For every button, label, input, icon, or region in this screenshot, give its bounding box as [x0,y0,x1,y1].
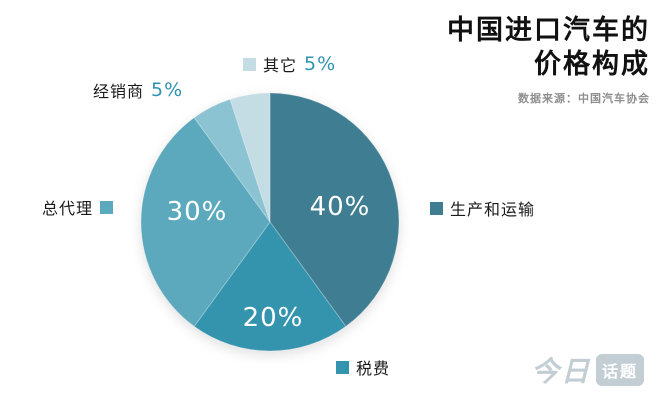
pie-value-general-agent: 30% [166,197,228,227]
label-tax-text: 税费 [356,359,391,378]
logo-text-part2: 话题 [595,354,644,386]
legend-swatch-other [243,57,256,71]
title-block: 中国进口汽车的 价格构成 数据来源：中国汽车协会 [447,14,650,106]
label-dealer-text: 经销商 [93,82,145,101]
label-production-transport-text: 生产和运输 [450,200,536,219]
pie-svg [140,92,400,352]
logo-text-part1: 今日 [530,355,591,388]
pie-slice-4 [229,92,271,223]
pie-chart [140,92,400,352]
label-dealer: 经销商 5% [93,78,183,102]
label-general-agent: 总代理 [42,195,114,219]
pie-slice-1 [193,221,347,352]
label-tax: 税费 [336,355,390,379]
legend-swatch-tax [336,360,349,374]
chart-title-line2: 价格构成 [534,48,650,80]
pie-slice-3 [193,98,271,223]
pie-value-production-transport: 40% [309,192,371,222]
label-other: 其它 5% [243,52,336,76]
chart-title-line1: 中国进口汽车的 [447,15,650,46]
label-dealer-pct: 5% [151,79,184,101]
brand-logo: 今日 话题 [531,350,644,390]
pie-value-tax: 20% [242,303,304,333]
legend-swatch-production-transport [430,201,443,215]
label-other-text: 其它 [263,56,298,75]
pie-slice-2 [140,116,271,328]
label-other-pct: 5% [304,53,337,75]
pie-slice-0 [269,92,400,328]
legend-swatch-general-agent [100,200,114,214]
data-source: 数据来源：中国汽车协会 [518,91,650,105]
label-general-agent-text: 总代理 [42,199,94,218]
label-production-transport: 生产和运输 [430,196,535,220]
